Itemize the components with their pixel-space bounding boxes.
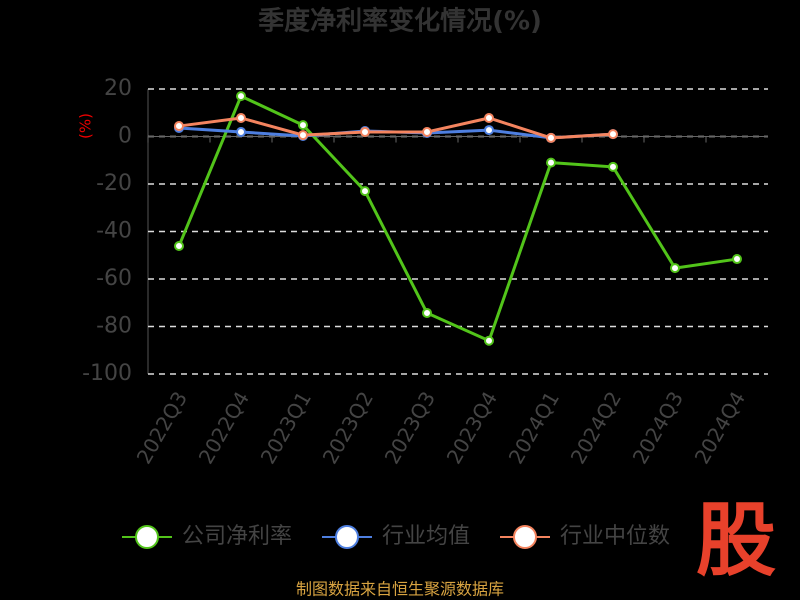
data-point [298, 130, 308, 141]
legend-marker [335, 525, 359, 549]
legend-label: 行业均值 [382, 524, 470, 549]
data-point [484, 112, 494, 123]
data-point [546, 157, 556, 168]
data-point [484, 125, 494, 136]
legend-label: 公司净利率 [182, 524, 292, 549]
y-tick-label: 20 [104, 76, 132, 101]
data-point [236, 112, 246, 123]
data-point [360, 186, 370, 197]
series-line [178, 116, 614, 140]
logo: 股 [696, 494, 776, 587]
data-point [732, 254, 742, 265]
y-tick-label: -100 [82, 361, 132, 386]
data-point [298, 120, 308, 131]
data-point [608, 161, 618, 172]
y-tick-label: -40 [96, 219, 132, 244]
data-point [174, 121, 184, 132]
data-point [360, 126, 370, 137]
y-tick-label: 0 [118, 124, 132, 149]
data-point [484, 335, 494, 346]
source-note: 制图数据来自恒生聚源数据库 [296, 580, 504, 599]
legend-marker [513, 525, 537, 549]
y-tick-label: -60 [96, 266, 132, 291]
y-tick-label: -20 [96, 171, 132, 196]
y-axis-label: (%) [77, 113, 95, 139]
data-point [422, 126, 432, 137]
data-point [422, 307, 432, 318]
data-point [236, 91, 246, 102]
data-point [236, 126, 246, 137]
data-point [174, 240, 184, 251]
data-point [608, 129, 618, 140]
data-point [670, 263, 680, 274]
legend-marker [135, 525, 159, 549]
data-point [546, 132, 556, 143]
chart-title: 季度净利率变化情况(%) [258, 6, 542, 37]
y-tick-label: -80 [96, 314, 132, 339]
legend-label: 行业中位数 [560, 524, 670, 549]
series-line [177, 94, 738, 343]
